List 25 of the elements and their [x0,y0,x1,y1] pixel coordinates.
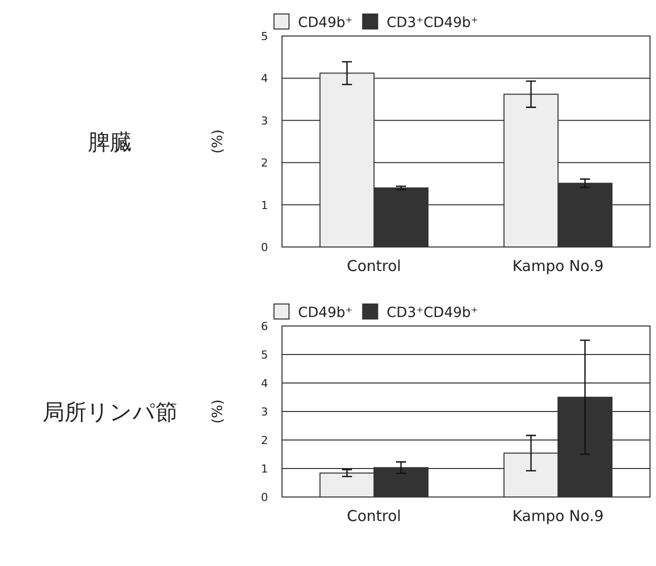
y-tick-label: 2 [261,156,268,170]
y-tick-label: 5 [261,30,268,43]
x-tick-label: Kampo No.9 [512,257,604,275]
y-axis-title: (%) [210,399,226,424]
text: 局所リンパ節 [42,400,178,426]
y-tick-label: 1 [261,198,268,212]
y-tick-label: 5 [261,348,268,362]
y-axis-title: (%) [210,129,226,154]
y-tick-label: 6 [261,320,268,333]
legend-label: CD3⁺CD49b⁺ [386,305,478,321]
legend-label: CD49b⁺ [298,15,353,31]
y-tick-label: 0 [261,241,268,254]
y-tick-label: 4 [261,72,268,86]
x-tick-label: Control [346,507,402,525]
legend-label: CD49b⁺ [298,305,353,321]
y-tick-label: 2 [261,434,268,447]
x-tick-label: Control [346,257,402,275]
y-tick-label: 3 [261,406,268,418]
y-tick-label: 3 [261,114,268,128]
y-tick-label: 0 [261,491,268,504]
x-tick-label: Kampo No.9 [512,507,604,525]
legend-label: CD3⁺CD49b⁺ [386,15,478,31]
y-tick-label: 4 [261,377,268,390]
y-tick-label: 1 [261,462,268,476]
text: 脾臓 [88,130,132,156]
